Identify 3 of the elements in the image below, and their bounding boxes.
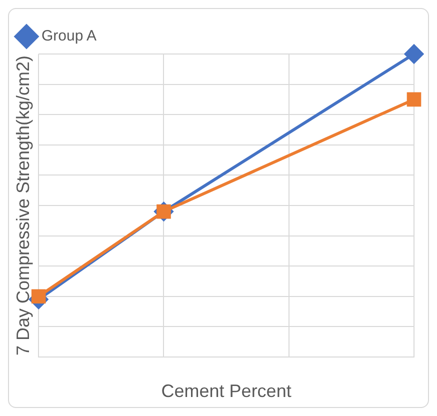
y-axis-title: 7 Day Compressive Strength(kg/cm2)	[12, 55, 33, 356]
x-axis-title: Cement Percent	[161, 381, 292, 402]
legend-label: Group A	[42, 28, 97, 45]
